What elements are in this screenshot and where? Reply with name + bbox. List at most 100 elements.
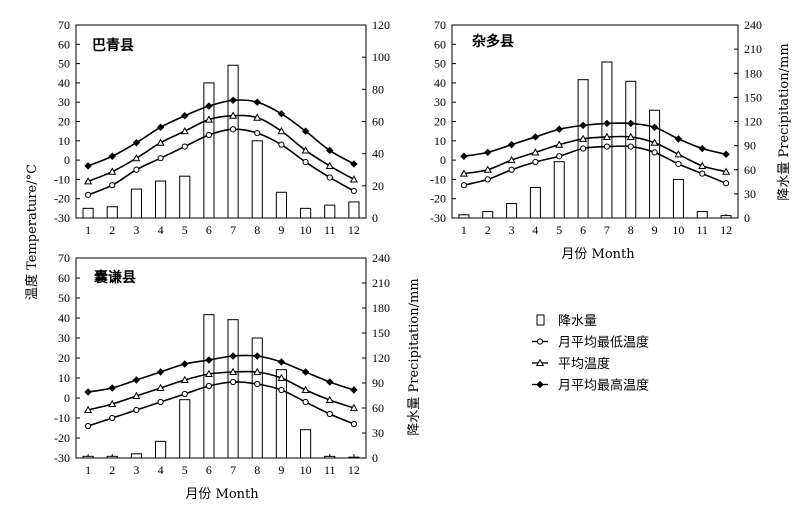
precip-bar — [275, 191, 287, 219]
temp-point-diamond — [627, 119, 635, 128]
precip-bar — [179, 175, 191, 219]
x-tick-label: 12 — [348, 223, 360, 237]
temp-point-diamond — [205, 102, 213, 110]
temp-point-diamond — [205, 356, 213, 364]
temp-point-triangle — [722, 167, 731, 175]
left-tick-label: -30 — [54, 211, 70, 225]
left-tick-label: 20 — [434, 115, 446, 129]
left-tick-label: 0 — [64, 153, 70, 167]
left-tick-label: 20 — [58, 115, 70, 129]
legend-marker-triangle — [535, 358, 545, 367]
left-tick-label: -30 — [54, 451, 70, 465]
precip-bar — [155, 180, 167, 219]
temp-point-circle — [302, 398, 309, 406]
temp-point-circle — [627, 143, 634, 150]
temp-point-circle — [133, 166, 140, 173]
temp-point-diamond — [460, 152, 468, 160]
precip-bar — [553, 161, 565, 219]
left-tick-label: -10 — [54, 172, 70, 186]
left-tick-label: 30 — [58, 331, 70, 345]
x-tick-label: 8 — [254, 223, 260, 237]
x-tick-label: 11 — [324, 223, 336, 237]
temp-point-triangle — [507, 155, 516, 164]
temp-point-diamond — [132, 139, 141, 147]
temp-point-diamond — [253, 98, 261, 106]
plot-frame — [451, 24, 739, 219]
x-tick-label: 7 — [230, 463, 236, 477]
legend-label: 月平均最低温度 — [558, 335, 649, 351]
temp-line-diamond — [87, 354, 355, 393]
temp-point-diamond — [350, 160, 358, 168]
temp-point-circle — [302, 158, 309, 166]
left-tick-label: 60 — [58, 271, 70, 285]
precip-bar — [649, 109, 661, 219]
x-tick-label: 6 — [206, 463, 212, 477]
x-tick-label: 4 — [158, 463, 164, 477]
temp-point-circle — [651, 149, 658, 156]
right-tick-label: 180 — [744, 66, 762, 80]
panel-zaduo: -30 -20 -10 0 10 20 30 40 50 60 70 0 30 60 90 120 150 180… — [430, 18, 762, 237]
x-tick-label: 8 — [254, 463, 260, 477]
left-tick-label: 0 — [440, 153, 446, 167]
temp-point-circle — [350, 420, 358, 428]
left-tick-label: 40 — [58, 76, 70, 90]
temp-point-diamond — [108, 152, 116, 160]
temp-point-circle — [278, 386, 285, 394]
x-tick-label: 9 — [652, 223, 658, 237]
temp-point-triangle — [180, 126, 189, 135]
temp-point-triangle — [579, 134, 588, 142]
left-tick-label: 70 — [434, 18, 446, 32]
left-tick-label: -10 — [54, 411, 70, 425]
precip-bar — [348, 456, 360, 459]
temp-point-triangle — [459, 169, 468, 177]
temp-point-diamond — [108, 384, 116, 392]
right-tick-label: 100 — [372, 50, 390, 64]
temp-point-diamond — [156, 123, 165, 131]
temp-point-triangle — [204, 115, 213, 123]
x-tick-label: 6 — [580, 223, 586, 237]
temp-point-diamond — [253, 352, 261, 360]
temp-point-triangle — [84, 405, 93, 414]
temp-line-diamond — [463, 122, 727, 158]
precip-bar — [324, 455, 336, 459]
temp-point-triangle — [132, 391, 141, 400]
left-tick-label: 10 — [58, 371, 70, 385]
temp-point-triangle — [156, 138, 165, 146]
temp-point-circle — [133, 406, 140, 414]
temp-point-diamond — [156, 368, 165, 376]
temp-point-circle — [484, 176, 491, 183]
temp-point-circle — [603, 143, 611, 150]
temp-point-triangle — [229, 367, 238, 376]
precip-bar — [203, 82, 215, 219]
temp-point-circle — [205, 131, 213, 139]
right-tick-label: 240 — [744, 18, 762, 32]
panel-title: 巴青县 — [92, 37, 134, 54]
left-tick-label: 60 — [58, 37, 70, 51]
precip-bar — [529, 186, 541, 219]
temp-point-diamond — [229, 352, 237, 360]
x-tick-label: 12 — [720, 223, 732, 237]
temp-point-diamond — [698, 144, 706, 153]
temp-point-triangle — [108, 399, 117, 408]
right-tick-label: 0 — [744, 211, 750, 225]
temp-point-diamond — [484, 148, 492, 157]
right-axis-label-top: 降水量 Precipitation/mm — [777, 43, 792, 200]
temp-point-diamond — [674, 135, 683, 143]
temp-point-triangle — [277, 373, 286, 382]
temp-point-triangle — [531, 148, 540, 156]
right-tick-label: 210 — [744, 42, 762, 56]
x-tick-label: 12 — [348, 463, 360, 477]
right-axis-label-bottom: 降水量 Precipitation/mm — [407, 278, 422, 435]
right-tick-label: 0 — [372, 451, 378, 465]
temp-point-diamond — [277, 110, 286, 118]
right-tick-label: 30 — [744, 187, 756, 201]
temp-point-triangle — [277, 126, 286, 135]
right-tick-label: 90 — [372, 376, 384, 390]
precip-bar — [106, 455, 118, 459]
temp-point-diamond — [181, 112, 189, 120]
x-tick-label: 7 — [230, 223, 236, 237]
right-tick-label: 40 — [372, 147, 384, 161]
temp-point-triangle — [253, 367, 262, 376]
